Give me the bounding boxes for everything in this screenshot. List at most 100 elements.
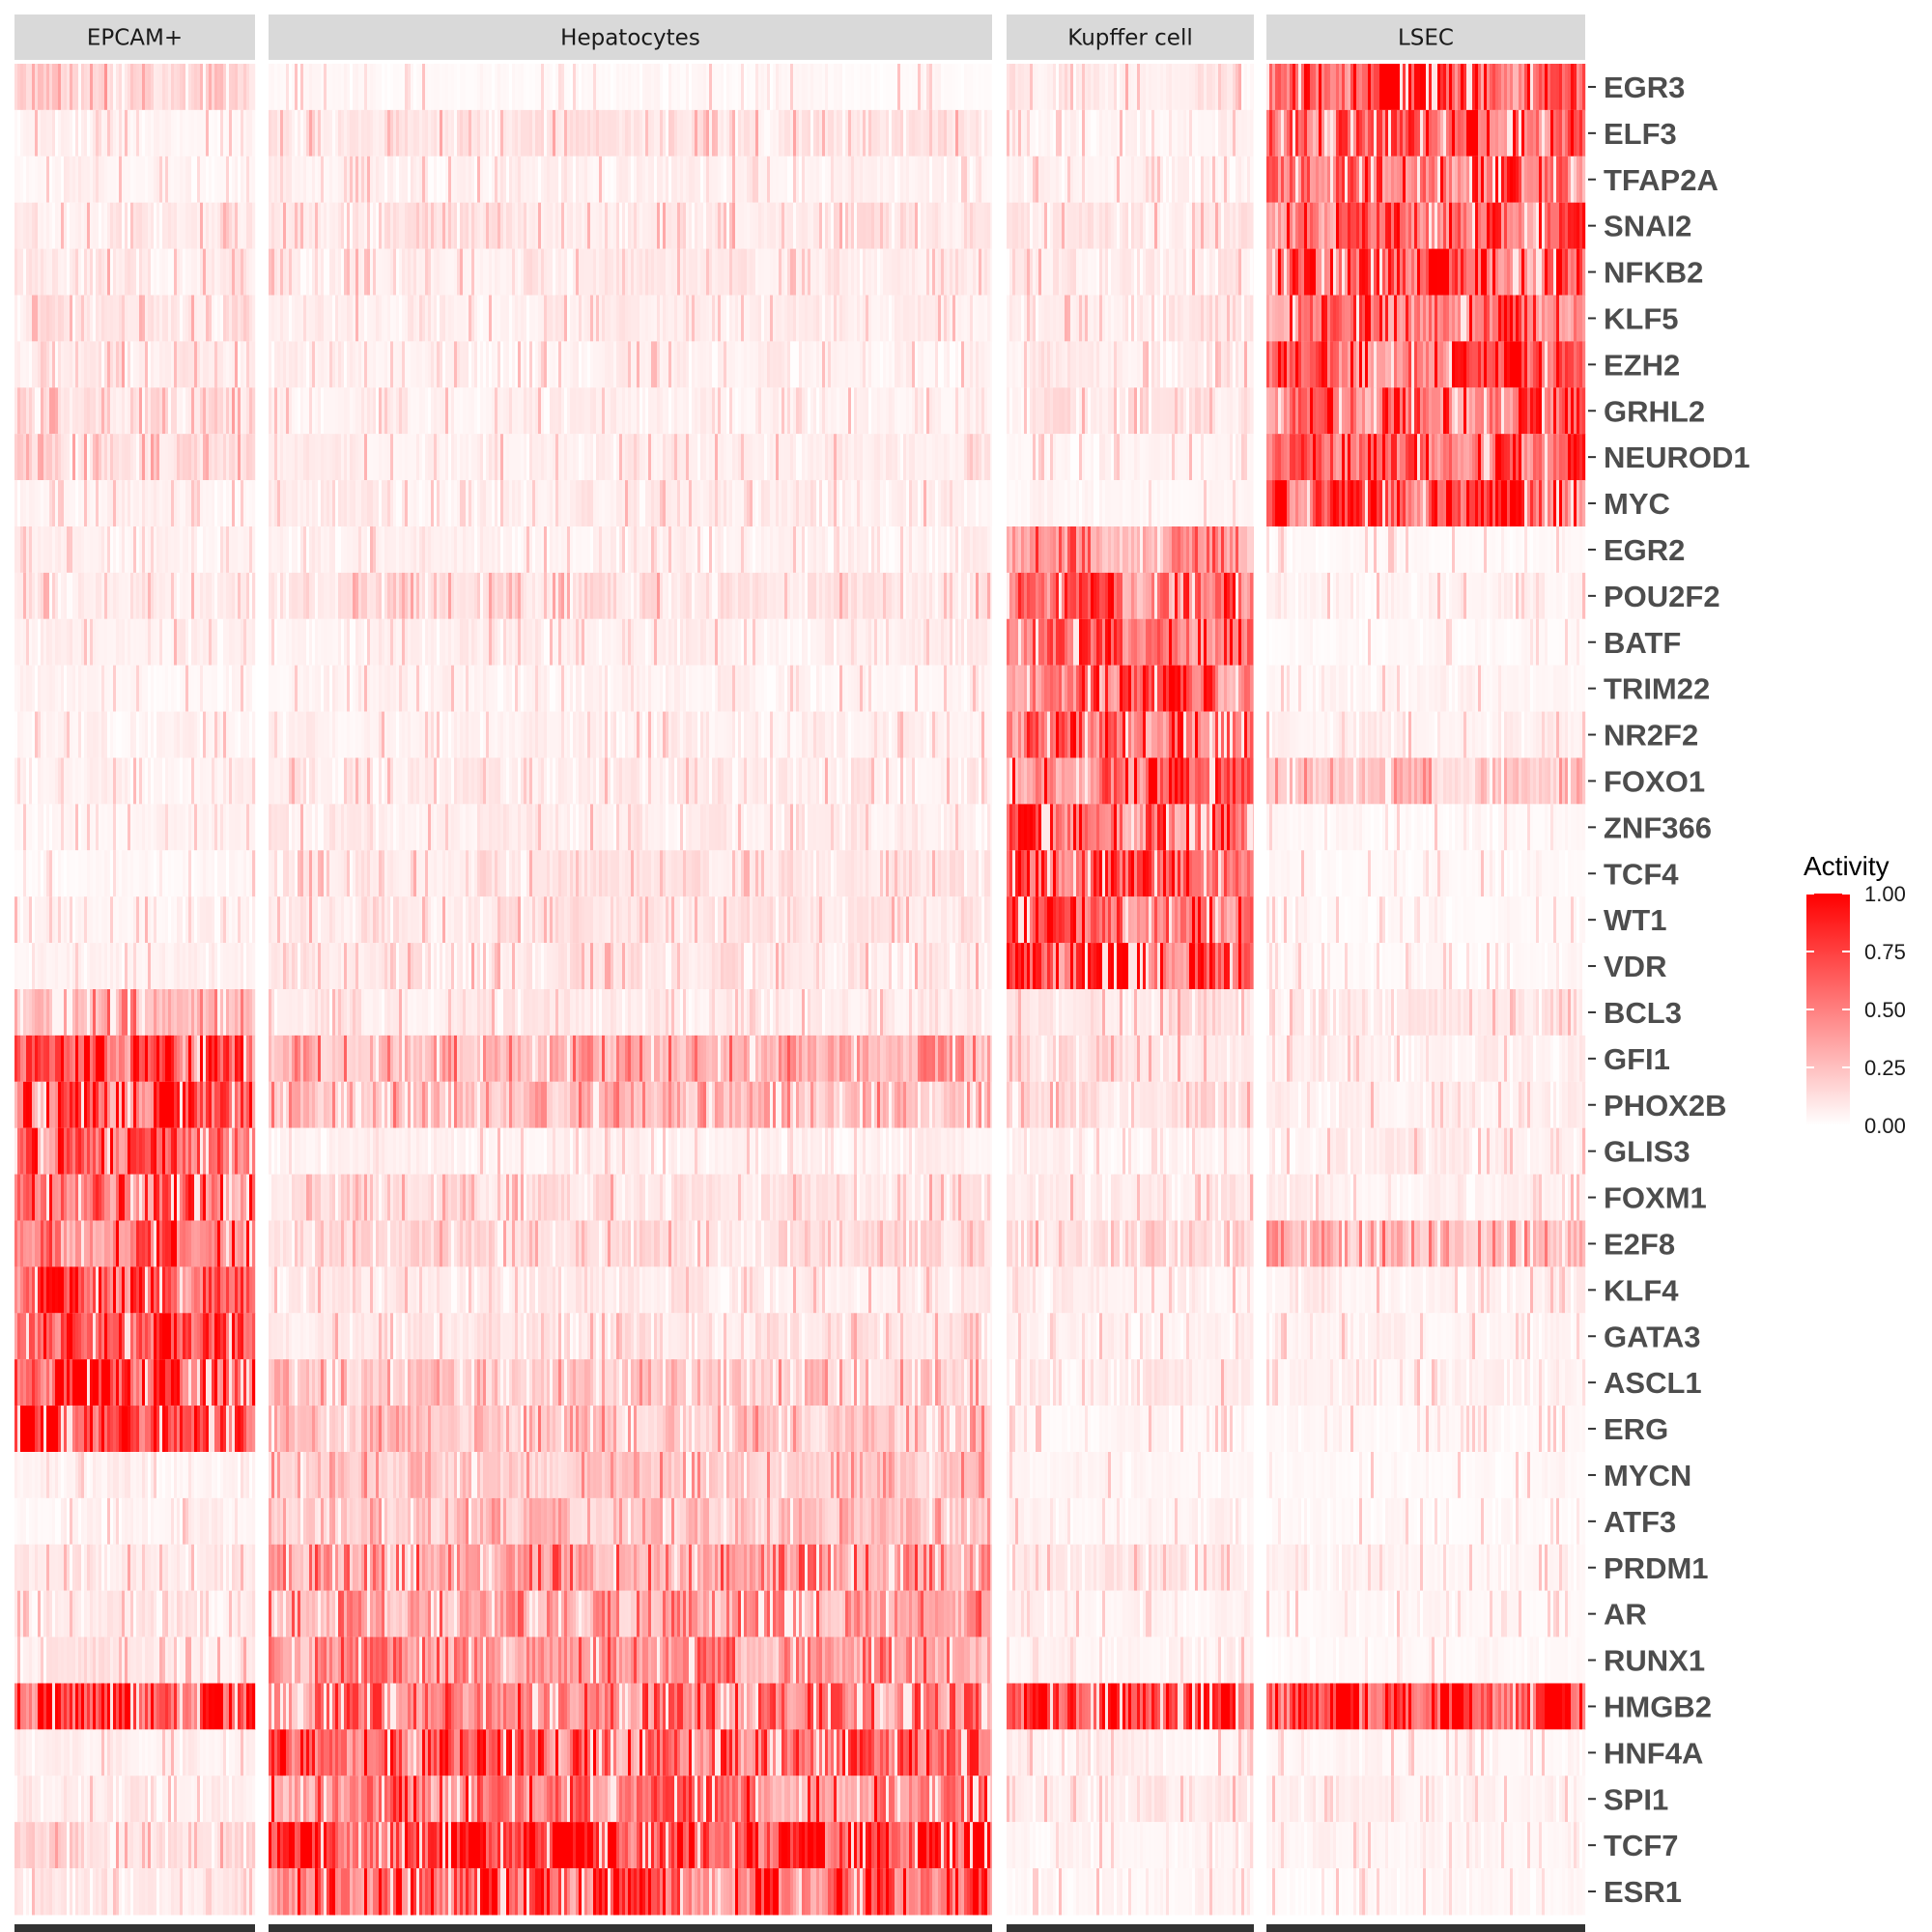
heatmap-cell xyxy=(148,156,152,204)
heatmap-cell xyxy=(235,1776,239,1823)
heatmap-cell xyxy=(593,156,597,204)
heatmap-cell xyxy=(165,572,169,620)
heatmap-cell xyxy=(156,1729,160,1776)
heatmap-cell xyxy=(171,1127,175,1176)
heatmap-cell xyxy=(177,1683,181,1730)
heatmap-cell xyxy=(668,295,672,342)
heatmap-cell xyxy=(122,1359,126,1406)
heatmap-cell xyxy=(38,387,42,435)
heatmap-cell xyxy=(32,1683,36,1730)
heatmap-cell xyxy=(550,295,554,342)
heatmap-cell xyxy=(411,341,414,388)
heatmap-cell xyxy=(104,804,108,851)
heatmap-cell xyxy=(628,64,632,111)
heatmap-cell xyxy=(38,1868,42,1916)
heatmap-cell xyxy=(78,1359,82,1406)
heatmap-cell xyxy=(67,572,71,620)
heatmap-cell xyxy=(14,804,18,851)
heatmap-cell xyxy=(197,572,201,620)
heatmap-cell xyxy=(58,387,62,435)
heatmap-cell xyxy=(64,1868,68,1916)
heatmap-cell xyxy=(183,665,186,713)
heatmap-cell xyxy=(38,1266,42,1314)
heatmap-cell xyxy=(200,618,204,667)
heatmap-cell xyxy=(139,434,143,481)
heatmap-cell xyxy=(43,248,47,296)
heatmap-cell xyxy=(113,1406,117,1453)
heatmap-row-TCF4 xyxy=(14,850,256,897)
heatmap-cell xyxy=(17,248,21,296)
heatmap-cell xyxy=(75,896,79,944)
heatmap-cell xyxy=(130,202,134,250)
heatmap-cell xyxy=(408,295,412,342)
heatmap-cell xyxy=(96,1035,99,1083)
heatmap-cell xyxy=(217,1127,221,1176)
heatmap-cell xyxy=(122,434,126,481)
heatmap-cell xyxy=(75,341,79,388)
heatmap-cell xyxy=(64,1266,68,1314)
heatmap-cell xyxy=(43,618,47,667)
heatmap-cell xyxy=(151,1313,155,1360)
heatmap-cell xyxy=(70,295,73,342)
heatmap-cell xyxy=(203,1729,207,1776)
heatmap-cell xyxy=(142,109,146,157)
heatmap-cell xyxy=(480,248,484,296)
heatmap-cell xyxy=(194,896,198,944)
heatmap-cell xyxy=(101,526,105,574)
heatmap-cell xyxy=(17,109,21,157)
heatmap-cell xyxy=(909,64,913,111)
heatmap-cell xyxy=(52,1035,56,1083)
heatmap-cell xyxy=(970,156,974,204)
heatmap-cell xyxy=(570,248,574,296)
heatmap-cell xyxy=(191,295,195,342)
heatmap-cell xyxy=(142,1590,146,1638)
heatmap-cell xyxy=(61,896,65,944)
heatmap-cell xyxy=(78,109,82,157)
heatmap-cell xyxy=(185,202,189,250)
heatmap-cell xyxy=(663,248,667,296)
heatmap-cell xyxy=(321,109,325,157)
heatmap-cell xyxy=(860,64,864,111)
heatmap-cell xyxy=(229,1313,233,1360)
heatmap-cell xyxy=(226,1406,230,1453)
heatmap-cell xyxy=(154,1035,157,1083)
heatmap-cell xyxy=(35,1776,39,1823)
heatmap-cell xyxy=(229,711,233,758)
heatmap-cell xyxy=(327,341,330,388)
heatmap-cell xyxy=(194,109,198,157)
heatmap-cell xyxy=(145,1497,149,1546)
heatmap-cell xyxy=(49,156,53,204)
heatmap-cell xyxy=(212,757,215,805)
heatmap-cell xyxy=(81,64,85,111)
heatmap-cell xyxy=(474,64,478,111)
heatmap-cell xyxy=(185,943,189,990)
heatmap-cell xyxy=(923,248,927,296)
heatmap-cell xyxy=(14,850,18,897)
heatmap-cell xyxy=(58,1266,62,1314)
heatmap-cell xyxy=(162,1127,166,1176)
heatmap-cell xyxy=(223,1452,227,1499)
heatmap-cell xyxy=(573,109,577,157)
heatmap-cell xyxy=(87,248,91,296)
heatmap-cell xyxy=(252,1776,256,1823)
heatmap-cell xyxy=(550,202,554,250)
heatmap-cell xyxy=(145,989,149,1037)
heatmap-cell xyxy=(174,202,178,250)
heatmap-cell xyxy=(217,1822,221,1869)
heatmap-cell xyxy=(750,202,753,250)
heatmap-cell xyxy=(680,202,684,250)
heatmap-cell xyxy=(243,989,247,1037)
heatmap-cell xyxy=(379,64,383,111)
heatmap-cell xyxy=(229,1636,233,1684)
heatmap-cell xyxy=(99,711,102,758)
heatmap-cell xyxy=(26,248,30,296)
heatmap-cell xyxy=(159,850,163,897)
heatmap-cell xyxy=(747,109,751,157)
heatmap-cell xyxy=(168,64,172,111)
heatmap-cell xyxy=(90,1035,94,1083)
heatmap-cell xyxy=(863,202,867,250)
heatmap-cell xyxy=(463,341,467,388)
heatmap-cell xyxy=(159,1081,163,1129)
heatmap-cell xyxy=(700,109,704,157)
heatmap-cell xyxy=(177,341,181,388)
